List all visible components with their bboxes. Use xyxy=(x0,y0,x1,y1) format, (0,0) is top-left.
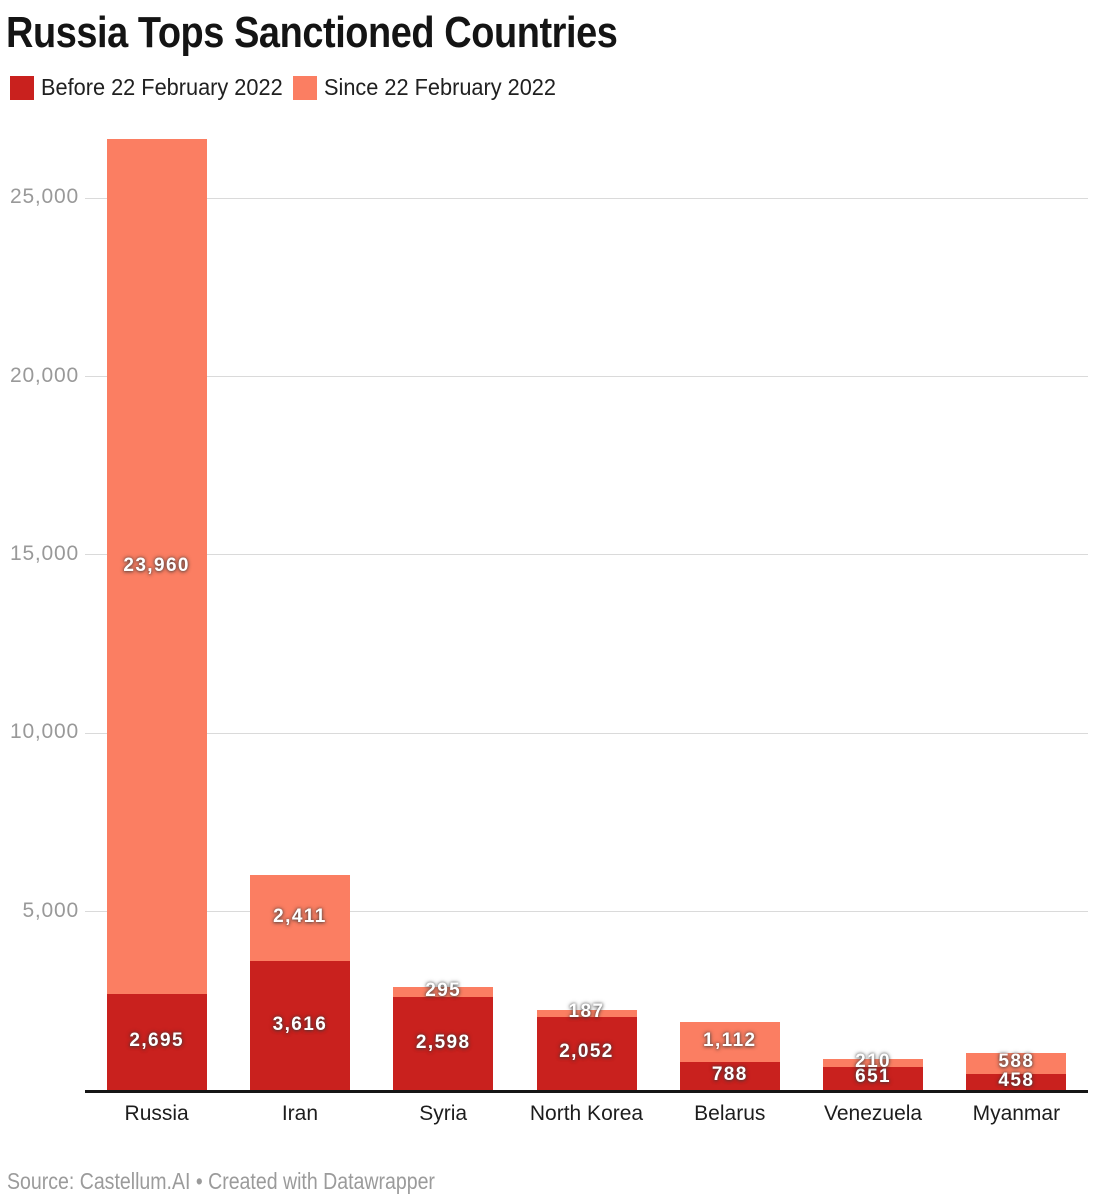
bar-value-before: 2,052 xyxy=(559,1041,614,1063)
x-axis-category-label: Myanmar xyxy=(972,1102,1061,1125)
y-axis-tick-label: 25,000 xyxy=(9,185,79,209)
y-gridline xyxy=(85,197,1088,199)
y-gridline xyxy=(85,732,1088,734)
bar-value-before: 651 xyxy=(855,1066,892,1088)
legend-swatch-icon xyxy=(292,75,317,100)
y-gridline xyxy=(85,911,1088,913)
bar-value-since: 187 xyxy=(568,1001,605,1023)
y-gridline xyxy=(85,554,1088,556)
legend-swatch-icon xyxy=(10,75,34,100)
legend-item: Before 22 February 2022 xyxy=(10,74,283,101)
x-axis-line xyxy=(84,1090,1088,1093)
bar-segment-since xyxy=(679,1022,780,1062)
source-line: Source: Castellum.AI • Created with Data… xyxy=(7,1167,435,1194)
bar-value-since: 588 xyxy=(998,1051,1035,1073)
bar-segment-before xyxy=(106,993,207,1090)
bar-value-before: 458 xyxy=(998,1069,1035,1091)
bar-segment-before xyxy=(679,1061,780,1090)
bar-segment-before xyxy=(966,1073,1067,1090)
y-axis-tick-label: 20,000 xyxy=(9,363,79,387)
bar-value-before: 2,695 xyxy=(129,1029,184,1051)
bar-value-since: 1,112 xyxy=(703,1030,757,1052)
y-axis-tick-label: 10,000 xyxy=(9,720,79,744)
x-axis-category-label: Russia xyxy=(124,1102,189,1125)
bar-segment-since xyxy=(106,139,207,994)
bar-segment-before xyxy=(393,997,494,1090)
bar-value-since: 23,960 xyxy=(123,554,190,576)
x-axis-category-label: Belarus xyxy=(694,1102,766,1125)
legend-label: Since 22 February 2022 xyxy=(323,74,556,100)
bar-segment-before xyxy=(823,1066,924,1090)
legend-label: Before 22 February 2022 xyxy=(41,74,283,100)
y-gridline xyxy=(85,376,1088,378)
bar-value-before: 3,616 xyxy=(272,1013,328,1035)
bar-segment-since xyxy=(823,1059,924,1067)
bar-value-before: 2,598 xyxy=(415,1031,471,1053)
y-axis-tick-label: 5,000 xyxy=(22,898,79,922)
chart-title: Russia Tops Sanctioned Countries xyxy=(6,7,618,57)
bar-segment-since xyxy=(249,875,350,962)
x-axis-category-label: Venezuela xyxy=(824,1102,923,1125)
bar-segment-since xyxy=(393,986,494,998)
legend-item: Since 22 February 2022 xyxy=(292,74,556,101)
bar-value-since: 2,411 xyxy=(273,906,327,928)
bar-segment-before xyxy=(536,1016,637,1090)
x-axis-category-label: Iran xyxy=(281,1102,319,1125)
bar-segment-since xyxy=(966,1052,1067,1074)
bar-segment-since xyxy=(536,1010,637,1017)
x-axis-category-label: North Korea xyxy=(529,1102,644,1125)
bar-segment-before xyxy=(249,961,350,1090)
bar-value-since: 210 xyxy=(855,1051,892,1073)
bar-value-since: 295 xyxy=(425,980,462,1002)
y-axis-tick-label: 15,000 xyxy=(9,541,79,565)
legend: Before 22 February 2022 Since 22 February… xyxy=(10,74,566,101)
bar-value-before: 788 xyxy=(711,1063,748,1085)
x-axis-category-label: Syria xyxy=(419,1102,468,1125)
